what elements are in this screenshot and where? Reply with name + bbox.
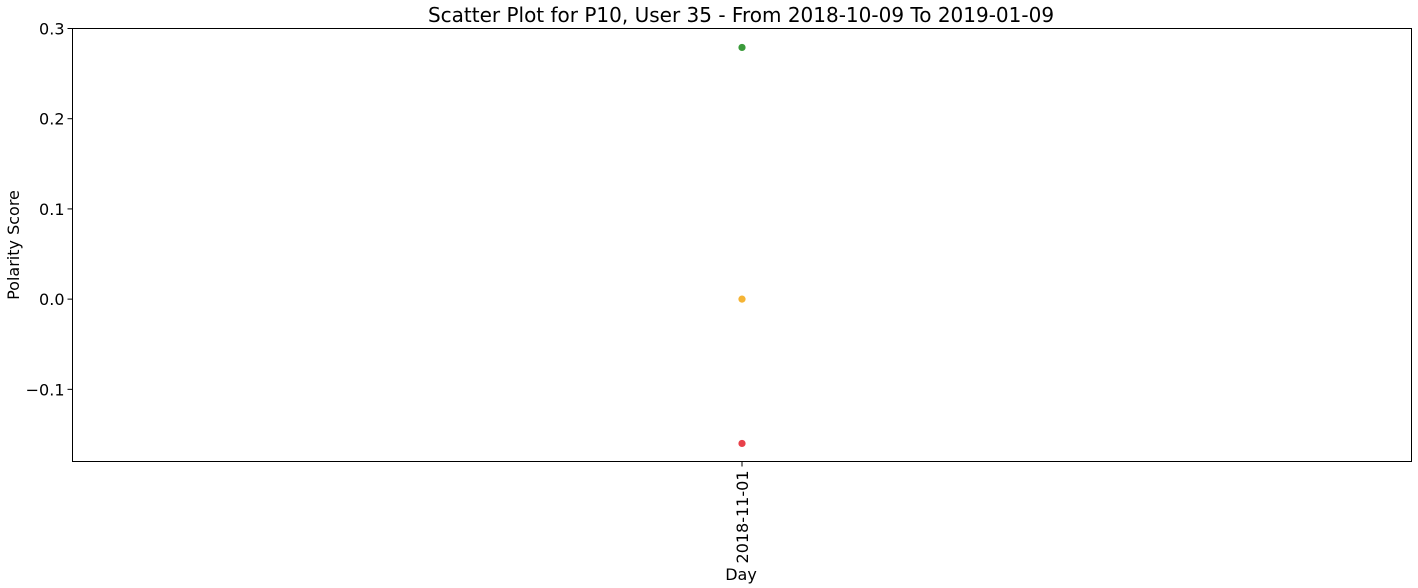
y-axis: 0.3 0.2 0.1 0.0 −0.1 (26, 20, 73, 399)
x-tick-label: 2018-11-01 (733, 471, 752, 564)
y-tick-label: −0.1 (26, 380, 65, 399)
y-tick-label: 0.2 (39, 110, 64, 129)
x-axis-label: Day (725, 565, 757, 584)
data-point-negative (738, 439, 746, 448)
plot-area (72, 28, 1412, 462)
data-point-positive (738, 43, 746, 52)
x-axis: 2018-11-01 (733, 461, 752, 564)
y-axis-label: Polarity Score (4, 190, 23, 300)
chart-title: Scatter Plot for P10, User 35 - From 201… (428, 3, 1054, 27)
data-point-neutral (738, 295, 746, 303)
data-points (738, 43, 746, 448)
y-tick-label: 0.3 (39, 20, 64, 39)
y-tick-label: 0.0 (39, 290, 64, 309)
y-tick-label: 0.1 (39, 200, 64, 219)
